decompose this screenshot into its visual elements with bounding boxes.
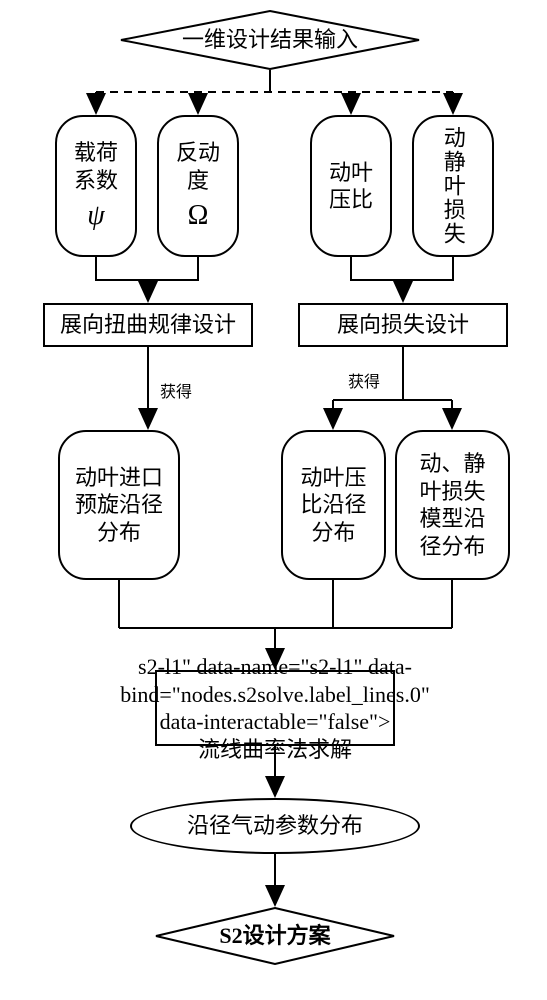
s2-l2: 流线曲率法求解 bbox=[198, 736, 352, 764]
lossrad-l2: 叶损失 bbox=[419, 478, 485, 506]
edge-label-obtain-left: 获得 bbox=[160, 378, 192, 402]
aero-label: 沿径气动参数分布 bbox=[187, 812, 363, 840]
node-loss-radial: 动、静 叶损失 模型沿 径分布 bbox=[395, 430, 510, 580]
omega-line2: 度 bbox=[187, 167, 209, 195]
lossrad-l1: 动、静 bbox=[419, 450, 485, 478]
node-output: S2设计方案 bbox=[155, 907, 395, 965]
output-label: S2设计方案 bbox=[219, 922, 330, 950]
node-rotor-pr: 动叶 压比 bbox=[310, 115, 392, 257]
lossrad-l4: 径分布 bbox=[419, 533, 485, 561]
node-preswirl-dist: 动叶进口 预旋沿径 分布 bbox=[58, 430, 180, 580]
prrad-l3: 分布 bbox=[311, 519, 355, 547]
node-psi: 载荷 系数 ψ bbox=[55, 115, 137, 257]
prrad-l1: 动叶压 bbox=[300, 464, 366, 492]
psi-line2: 系数 bbox=[74, 167, 118, 195]
psi-line1: 载荷 bbox=[74, 139, 118, 167]
twist-label: 展向扭曲规律设计 bbox=[60, 311, 236, 339]
yapi-line1: 动叶 bbox=[329, 159, 373, 187]
node-omega: 反动 度 Ω bbox=[157, 115, 239, 257]
node-aero-params: 沿径气动参数分布 bbox=[130, 798, 420, 854]
edge-label-obtain-right: 获得 bbox=[348, 368, 380, 392]
node-input: 一维设计结果输入 bbox=[120, 10, 420, 70]
yapi-line2: 压比 bbox=[329, 186, 373, 214]
flowchart-canvas: 获得 获得 一维设计结果输入 载荷 系数 ψ 反动 度 Ω 动叶 压比 动静叶损… bbox=[0, 0, 547, 1000]
omega-line1: 反动 bbox=[176, 139, 220, 167]
node-pr-radial: 动叶压 比沿径 分布 bbox=[281, 430, 386, 580]
preswirl-l3: 分布 bbox=[97, 519, 141, 547]
preswirl-l1: 动叶进口 bbox=[75, 464, 163, 492]
node-blade-loss: 动静叶损失 bbox=[412, 115, 494, 257]
loss-ds-label: 动静叶损失 bbox=[439, 126, 467, 246]
node-twist-design: 展向扭曲规律设计 bbox=[43, 303, 253, 347]
lossrad-l3: 模型沿 bbox=[419, 505, 485, 533]
node-input-label: 一维设计结果输入 bbox=[182, 26, 358, 54]
preswirl-l2: 预旋沿径 bbox=[75, 491, 163, 519]
psi-symbol: ψ bbox=[87, 198, 104, 233]
lossdesign-label: 展向损失设计 bbox=[337, 311, 469, 339]
prrad-l2: 比沿径 bbox=[300, 491, 366, 519]
node-loss-design: 展向损失设计 bbox=[298, 303, 508, 347]
node-s2-solve: s2-l1" data-name="s2-l1" data-bind="node… bbox=[155, 670, 395, 746]
omega-symbol: Ω bbox=[188, 198, 209, 233]
